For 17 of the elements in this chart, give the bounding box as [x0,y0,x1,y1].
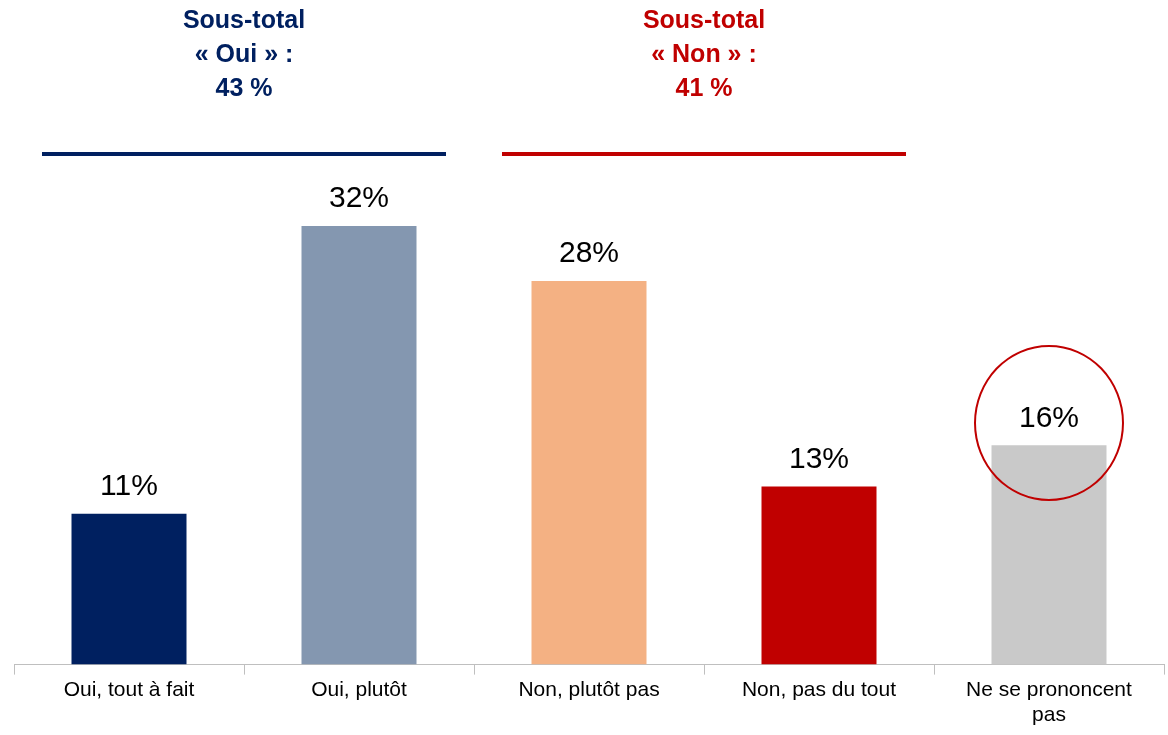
x-tick-label: Ne se prononcent pas [966,677,1133,726]
bar [761,486,877,665]
data-label: 13% [788,440,850,474]
bar [991,445,1107,665]
bar [301,226,417,665]
bar [71,513,187,665]
data-label: 32% [328,180,390,214]
data-label: 16% [1018,399,1080,433]
x-tick-label: Non, pas du tout [741,677,897,700]
x-tick-label: Oui, tout à fait [63,677,195,700]
data-label: 11% [100,468,158,502]
text: Sous-total « Non » : 41 % [641,4,767,103]
x-tick-label: Non, plutôt pas [518,677,660,700]
text: Sous-total « Oui » : 43 % [181,4,307,103]
data-label: 28% [558,235,620,269]
bar [531,280,647,665]
x-tick-label: Oui, plutôt [311,677,408,700]
